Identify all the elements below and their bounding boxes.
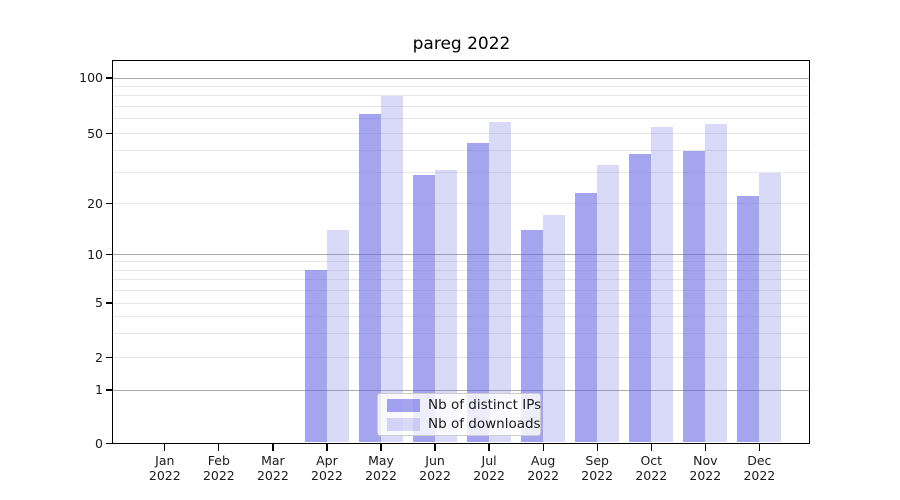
legend: Nb of distinct IPs Nb of downloads [377,393,541,436]
y-tick-label-20: 20 [87,195,103,211]
bar-oct-downloads [651,127,674,443]
bar-apr-downloads [326,229,349,443]
gridline-minor-30 [113,172,810,174]
gridline-minor-3 [113,332,810,334]
bar-may-downloads [381,95,403,443]
y-tick-label-2: 2 [95,349,103,365]
gridline-major-1 [113,389,810,391]
gridline-minor-40 [113,150,810,152]
legend-label-distinct-ips: Nb of distinct IPs [428,397,542,413]
x-tick-label-aug: Aug 2022 [527,452,560,483]
x-tick-label-may: May 2022 [365,452,397,483]
legend-item-downloads: Nb of downloads [387,416,541,432]
x-tick-mark-nov [704,443,706,451]
gridline-minor-5 [113,302,810,304]
bar-nov-distinct-ips [683,150,706,443]
bar-sep-distinct-ips [575,192,598,443]
x-tick-label-jan: Jan 2022 [148,452,181,483]
x-tick-mark-may [380,443,382,451]
y-tick-mark-20 [106,202,113,205]
y-tick-mark-0 [106,442,113,445]
gridline-minor-80 [113,95,810,97]
bar-apr-distinct-ips [304,270,327,443]
gridline-minor-70 [113,106,810,108]
gridline-minor-9 [113,261,810,263]
y-tick-label-50: 50 [87,125,103,141]
x-tick-label-apr: Apr 2022 [311,452,343,483]
gridline-minor-4 [113,315,810,317]
y-tick-label-5: 5 [95,295,103,310]
legend-label-downloads: Nb of downloads [428,416,541,432]
x-tick-label-jun: Jun 2022 [419,452,451,483]
y-tick-mark-1 [106,389,113,391]
bar-dec-distinct-ips [737,196,760,443]
x-tick-label-mar: Mar 2022 [256,452,289,483]
y-tick-mark-10 [106,253,113,256]
x-tick-mark-mar [272,443,274,451]
x-tick-mark-oct [650,443,652,451]
gridline-minor-20 [113,203,810,204]
gridline-minor-90 [113,85,810,87]
x-tick-label-oct: Oct 2022 [635,452,668,483]
x-tick-mark-dec [758,443,760,451]
x-tick-mark-jul [488,443,490,451]
gridline-minor-8 [113,269,810,271]
bar-oct-distinct-ips [629,154,652,443]
bar-may-distinct-ips [359,113,381,443]
y-tick-mark-100 [106,77,113,79]
bar-aug-downloads [543,215,566,443]
legend-item-distinct-ips: Nb of distinct IPs [387,397,542,413]
y-tick-label-1: 1 [95,382,103,397]
x-tick-mark-jun [434,443,436,451]
bar-aug-distinct-ips [521,229,544,443]
bar-dec-downloads [759,172,782,443]
x-tick-mark-aug [542,443,544,451]
x-tick-mark-apr [326,443,328,451]
legend-swatch-downloads [387,417,420,431]
bar-jun-downloads [435,170,458,443]
x-tick-label-sep: Sep 2022 [581,452,614,483]
x-tick-mark-sep [596,443,598,451]
bar-jun-distinct-ips [413,175,436,443]
gridline-minor-7 [113,278,810,280]
legend-swatch-distinct-ips [387,398,420,412]
x-tick-label-jul: Jul 2022 [473,452,505,483]
x-tick-mark-jan [164,443,166,451]
bar-sep-downloads [597,165,620,443]
y-tick-mark-5 [106,302,113,304]
x-tick-mark-feb [218,443,220,451]
gridline-minor-6 [113,289,810,291]
y-tick-mark-2 [106,356,113,359]
gridline-major-100 [113,77,810,79]
chart-title: pareg 2022 [412,34,511,54]
x-tick-label-dec: Dec 2022 [743,452,776,483]
y-tick-label-100: 100 [79,70,103,85]
gridline-minor-50 [113,133,810,134]
bar-nov-downloads [705,124,728,443]
gridline-minor-60 [113,118,810,120]
gridline-minor-2 [113,357,810,358]
gridline-major-10 [113,254,810,255]
bar-jul-downloads [489,121,512,443]
x-tick-label-nov: Nov 2022 [689,452,722,483]
bar-jul-distinct-ips [467,143,490,443]
y-tick-label-10: 10 [87,246,103,262]
y-tick-mark-50 [106,132,113,135]
x-tick-label-feb: Feb 2022 [202,452,235,483]
y-tick-label-0: 0 [95,435,103,451]
